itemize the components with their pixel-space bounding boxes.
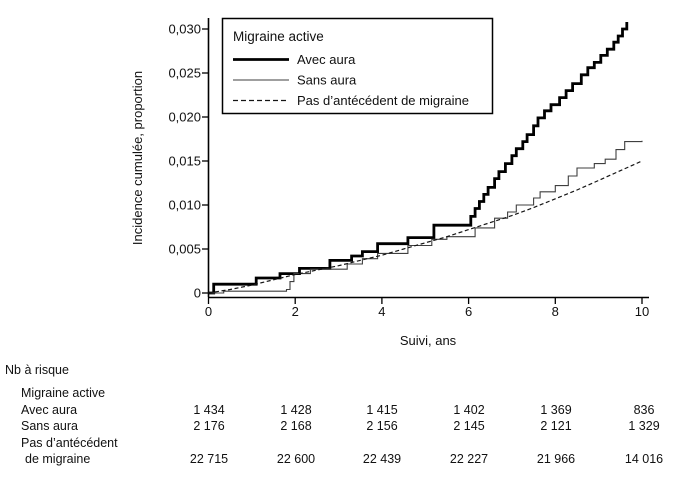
risk-value: 1 329: [628, 419, 660, 433]
risk-value: 1 415: [366, 403, 398, 417]
series-curves: [208, 22, 643, 295]
legend-label-pas-antecedent: Pas d’antécédent de migraine: [297, 93, 469, 108]
x-tick-label-2: 4: [378, 304, 385, 319]
risk-value: 2 176: [193, 419, 225, 433]
risk-value: 1 402: [453, 403, 485, 417]
risk-row-label-sans-aura: Sans aura: [21, 419, 78, 433]
risk-value: 14 016: [624, 452, 664, 466]
risk-value: 2 145: [453, 419, 485, 433]
y-tick-label-1: 0,005: [168, 242, 201, 257]
x-tick-label-0: 0: [205, 304, 212, 319]
risk-value: 22 227: [449, 452, 489, 466]
risk-row-label-avec-aura: Avec aura: [21, 403, 78, 417]
risk-group-label: Migraine active: [21, 386, 106, 400]
x-tick-label-3: 6: [465, 304, 472, 319]
x-tick-label-4: 8: [552, 304, 559, 319]
series-line-avec-aura: [208, 22, 629, 295]
risk-value: 2 156: [366, 419, 398, 433]
risk-value: 1 434: [193, 403, 225, 417]
legend-label-avec-aura: Avec aura: [297, 52, 356, 67]
y-tick-label-0: 0: [194, 286, 201, 301]
risk-value: 2 168: [280, 419, 312, 433]
risk-value: 22 715: [189, 452, 229, 466]
x-tick-label-5: 10: [635, 304, 649, 319]
x-axis-title: Suivi, ans: [400, 333, 457, 348]
x-tick-label-1: 2: [292, 304, 299, 319]
y-axis-title: Incidence cumulée, proportion: [130, 71, 145, 245]
risk-value: 21 966: [536, 452, 576, 466]
series-line-sans-aura: [208, 140, 643, 294]
legend-label-sans-aura: Sans aura: [297, 73, 357, 88]
risk-value: 22 439: [362, 452, 402, 466]
legend-border: [221, 17, 494, 115]
risk-value: 22 600: [276, 452, 316, 466]
axis-tick-marks: [202, 28, 643, 304]
legend: Migraine active Avec aura Sans aura Pas …: [221, 17, 494, 115]
y-tick-label-3: 0,015: [168, 154, 201, 169]
risk-row-label-pas-antecedent-line1: Pas d’antécédent: [21, 436, 118, 450]
y-tick-label-4: 0,020: [168, 110, 201, 125]
risk-value: 1 369: [540, 403, 572, 417]
risk-row-label-pas-antecedent-line2: de migraine: [25, 452, 91, 466]
y-tick-label-6: 0,030: [168, 22, 201, 37]
risk-table-heading: Nb à risque: [5, 363, 69, 377]
y-tick-label-5: 0,025: [168, 66, 201, 81]
y-tick-label-2: 0,010: [168, 198, 201, 213]
legend-title: Migraine active: [233, 29, 324, 44]
cumulative-incidence-chart: 0 0,005 0,010 0,015 0,020 0,025 0,030 0 …: [130, 17, 649, 348]
series-line-pas-antecedent: [208, 160, 643, 294]
risk-value: 2 121: [540, 419, 572, 433]
risk-value: 836: [633, 403, 655, 417]
risk-value: 1 428: [280, 403, 312, 417]
